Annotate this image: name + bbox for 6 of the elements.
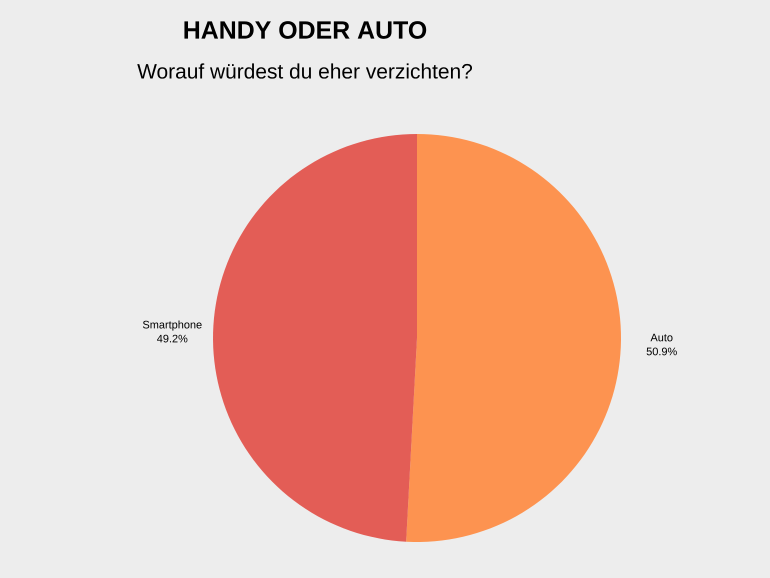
data-label: 49.2%	[157, 334, 188, 342]
data-label: 50.9%	[646, 348, 677, 356]
chart-subtitle: Worauf würdest du eher verzichten?	[137, 63, 472, 79]
chart-title: HANDY ODER AUTO	[184, 21, 426, 39]
slice-label: Auto	[650, 334, 673, 342]
slice-label: Smartphone	[142, 320, 202, 331]
